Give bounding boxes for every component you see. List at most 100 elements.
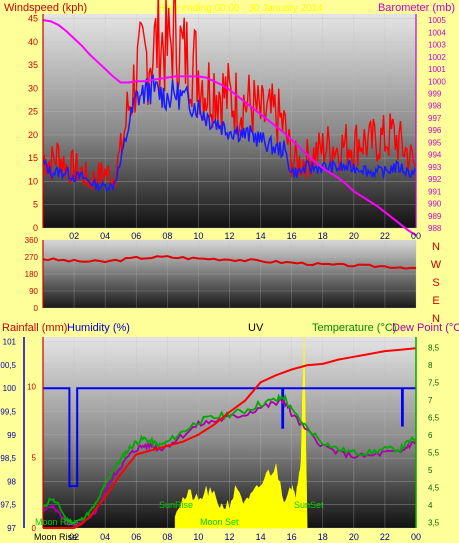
windspeed-tick-label: 30 <box>28 83 38 93</box>
compass-label: W <box>431 259 442 271</box>
humidity-tick-label: 100,5 <box>0 361 17 370</box>
direction-tick-label: 270 <box>25 253 39 262</box>
barometer-tick-label: 994 <box>428 151 442 160</box>
temperature-tick-label: 7 <box>428 396 433 405</box>
humidity-label: Humidity (%) <box>67 322 130 334</box>
barometer-label: Barometer (mb) <box>378 2 455 14</box>
barometer-tick-label: 997 <box>428 114 442 123</box>
barometer-tick-label: 998 <box>428 102 442 111</box>
direction-tick-label: 0 <box>34 304 39 313</box>
rainfall-label: Rainfall (mm) <box>2 322 67 334</box>
hour-tick-label: 04 <box>100 231 110 241</box>
temperature-tick-label: 3,5 <box>428 519 440 528</box>
hour-tick-label: 18 <box>318 532 328 542</box>
hour-tick-label: 16 <box>287 532 297 542</box>
barometer-tick-label: 989 <box>428 212 442 221</box>
barometer-tick-label: 1000 <box>428 77 446 86</box>
hour-tick-label: 08 <box>162 231 172 241</box>
hour-tick-label: 18 <box>318 231 328 241</box>
sunset-annotation: SunSet <box>294 500 324 510</box>
hour-tick-label: 06 <box>131 532 141 542</box>
uv-label: UV <box>248 322 264 334</box>
hour-tick-label: 06 <box>131 231 141 241</box>
compass-label: N <box>432 313 440 325</box>
dewpoint-label: Dew Point (°C) <box>392 322 459 334</box>
compass-label: E <box>432 295 439 307</box>
barometer-tick-label: 991 <box>428 187 442 196</box>
wind-axes: 0 5 10 15 20 25 30 35 40 45 988 989 990 991 992 993 994 9… <box>28 14 446 241</box>
hour-tick-label: 20 <box>349 231 359 241</box>
hour-tick-label: 00 <box>411 231 421 241</box>
windspeed-tick-label: 45 <box>28 14 38 24</box>
windspeed-tick-label: 15 <box>28 153 38 163</box>
wind-gust-line <box>42 0 417 191</box>
barometer-tick-label: 1005 <box>428 16 446 25</box>
hour-tick-label: 20 <box>349 532 359 542</box>
humidity-tick-label: 98 <box>7 477 16 486</box>
humidity-tick-label: 99 <box>7 431 16 440</box>
barometer-tick-label: 999 <box>428 89 442 98</box>
barometer-tick-label: 995 <box>428 138 442 147</box>
hour-tick-label: 12 <box>224 231 234 241</box>
chart-title: Hour ending 00:00 - 30 January 2014 <box>157 3 323 14</box>
hour-tick-label: 04 <box>100 532 110 542</box>
windspeed-tick-label: 35 <box>28 60 38 70</box>
direction-tick-label: 90 <box>29 287 38 296</box>
humidity-tick-label: 99,5 <box>0 408 16 417</box>
barometer-tick-label: 992 <box>428 175 442 184</box>
windspeed-tick-label: 20 <box>28 130 38 140</box>
conditions-series <box>42 335 417 529</box>
rainfall-tick-label: 10 <box>27 383 36 392</box>
windspeed-tick-label: 40 <box>28 37 38 47</box>
direction-tick-label: 360 <box>25 236 39 245</box>
windspeed-tick-label: 0 <box>33 223 38 233</box>
hour-tick-label: 14 <box>256 532 266 542</box>
wind-direction-line <box>42 255 417 270</box>
barometer-tick-label: 988 <box>428 224 442 233</box>
windspeed-tick-label: 5 <box>33 200 38 210</box>
hour-tick-label: 14 <box>256 231 266 241</box>
hour-tick-label: 12 <box>224 532 234 542</box>
temperature-tick-label: 6 <box>428 431 433 440</box>
hour-tick-label: 22 <box>380 231 390 241</box>
moonset-annotation: Moon Set <box>200 517 239 527</box>
hour-tick-label: 02 <box>69 532 79 542</box>
rainfall-tick-label: 0 <box>32 524 37 533</box>
barometer-tick-label: 1003 <box>428 41 446 50</box>
rainfall-tick-label: 5 <box>32 453 37 462</box>
windspeed-tick-label: 10 <box>28 176 38 186</box>
direction-series <box>42 255 417 270</box>
direction-tick-label: 180 <box>25 270 39 279</box>
temperature-tick-label: 5 <box>428 466 433 475</box>
temperature-tick-label: 8 <box>428 361 433 370</box>
temperature-tick-label: 4,5 <box>428 484 440 493</box>
temperature-tick-label: 5,5 <box>428 449 440 458</box>
moonrise-annotation-top: Moon Rise <box>35 517 78 527</box>
barometer-line <box>42 19 417 237</box>
hour-tick-label: 10 <box>193 231 203 241</box>
barometer-tick-label: 1004 <box>428 28 446 37</box>
wind-series <box>42 0 417 237</box>
hour-tick-label: 22 <box>380 532 390 542</box>
barometer-tick-label: 993 <box>428 163 442 172</box>
hour-tick-label: 02 <box>69 231 79 241</box>
compass-label: S <box>432 277 439 289</box>
humidity-tick-label: 97 <box>7 524 16 533</box>
sunrise-annotation: SunRise <box>159 500 193 510</box>
temperature-line <box>42 393 417 525</box>
wind-average-line <box>42 74 417 193</box>
windspeed-tick-label: 25 <box>28 107 38 117</box>
temperature-tick-label: 8,5 <box>428 344 440 353</box>
direction-grid <box>43 239 417 309</box>
hour-tick-label: 00 <box>411 532 421 542</box>
barometer-tick-label: 996 <box>428 126 442 135</box>
hour-tick-label: 16 <box>287 231 297 241</box>
temperature-label: Temperature (°C) <box>312 322 396 334</box>
temperature-tick-label: 6,5 <box>428 414 440 423</box>
hour-tick-label: 08 <box>162 532 172 542</box>
humidity-tick-label: 100 <box>3 384 17 393</box>
conditions-axes: 97 97,5 98 98,5 99 99,5 100 100,5 101 0 5 10 3,5 4 4,5… <box>0 337 440 542</box>
barometer-tick-label: 1001 <box>428 65 446 74</box>
